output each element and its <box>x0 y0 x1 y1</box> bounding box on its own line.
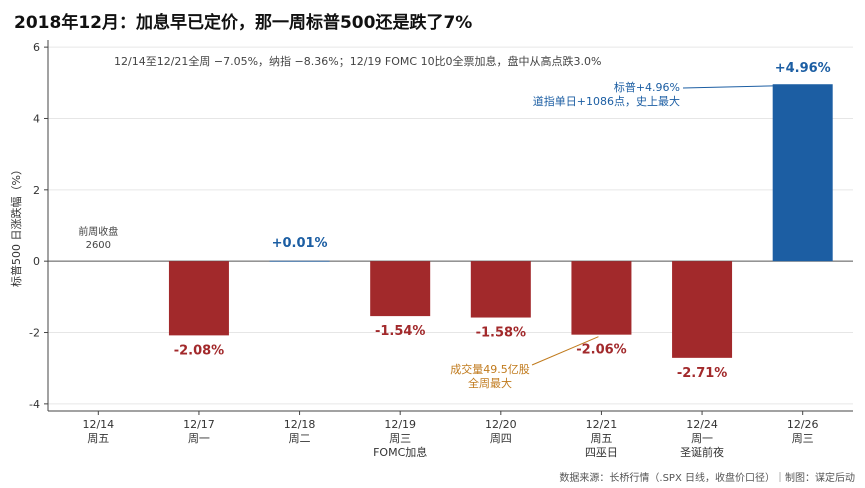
x-tick-weekday: 周二 <box>289 432 311 445</box>
x-tick-note: FOMC加息 <box>373 445 427 459</box>
bar <box>370 261 431 317</box>
x-tick-date: 12/21 <box>586 418 618 431</box>
data-label: -1.58% <box>476 326 527 341</box>
x-tick-date: 12/20 <box>485 418 517 431</box>
annotation-text: 道指单日+1086点，史上最大 <box>533 94 680 108</box>
x-tick-date: 12/26 <box>787 418 819 431</box>
summary-text: 12/14至12/21全周 −7.05%，纳指 −8.36%；12/19 FOM… <box>114 54 602 68</box>
x-tick-date: 12/18 <box>284 418 316 431</box>
data-label: -1.54% <box>375 324 426 339</box>
y-tick-label: 4 <box>33 112 40 125</box>
prev-close-label: 前周收盘 <box>78 225 118 238</box>
annotations: 12/14至12/21全周 −7.05%，纳指 −8.36%；12/19 FOM… <box>114 54 801 390</box>
y-tick-label: 6 <box>33 41 40 54</box>
x-tick-weekday: 周五 <box>590 432 612 445</box>
x-tick-weekday: 周三 <box>792 432 814 445</box>
chart-title: 2018年12月：加息早已定价，那一周标普500还是跌了7% <box>14 13 473 33</box>
x-tick-weekday: 周一 <box>188 432 210 445</box>
y-tick-label: 0 <box>33 255 40 268</box>
data-label: -2.06% <box>576 343 627 358</box>
y-tick-label: 2 <box>33 184 40 197</box>
x-tick-weekday: 周一 <box>691 432 713 445</box>
y-axis-label: 标普500 日涨跌幅（%） <box>9 164 23 287</box>
x-tick-weekday: 周四 <box>490 432 512 445</box>
data-label: +0.01% <box>272 236 328 251</box>
data-labels: -2.08% +0.01% -1.54% -1.58% -2.06% -2.71% +4.9… <box>78 61 830 381</box>
bar <box>470 261 531 318</box>
grid-lines <box>48 46 853 405</box>
prev-close-value: 2600 <box>86 240 111 251</box>
data-label: -2.71% <box>677 366 728 381</box>
bar <box>672 261 733 358</box>
bar <box>772 84 833 262</box>
annotation-leader <box>682 84 801 89</box>
y-tick-label: -2 <box>29 327 40 340</box>
x-tick-weekday: 周五 <box>87 432 109 445</box>
bar <box>269 260 330 262</box>
bar <box>168 261 229 336</box>
bar <box>571 261 632 335</box>
x-tick-date: 12/24 <box>686 418 718 431</box>
x-tick-date: 12/17 <box>183 418 215 431</box>
y-tick-label: -4 <box>29 398 40 411</box>
x-tick-note: 四巫日 <box>585 446 618 459</box>
x-tick-weekday: 周三 <box>389 432 411 445</box>
data-label: +4.96% <box>775 61 831 76</box>
data-label: -2.08% <box>174 343 225 358</box>
source-note: 数据来源：长桥行情（.SPX 日线，收盘价口径）｜制图：谋定后动 <box>559 473 855 484</box>
x-tick-date: 12/19 <box>384 418 416 431</box>
annotation-text: 标普+4.96% <box>614 80 680 94</box>
x-tick-date: 12/14 <box>82 418 114 431</box>
x-tick-note: 圣诞前夜 <box>680 445 724 459</box>
annotation-leader <box>531 336 599 366</box>
annotation-text: 全周最大 <box>468 376 512 390</box>
annotation-text: 成交量49.5亿股 <box>450 362 530 376</box>
bars <box>168 84 833 358</box>
